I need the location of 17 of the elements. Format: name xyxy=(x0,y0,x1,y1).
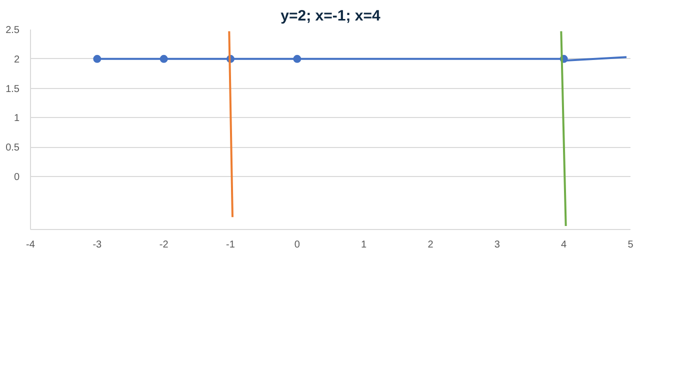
x-tick-label: 2 xyxy=(428,240,434,250)
y-tick-label: 0 xyxy=(14,172,20,184)
x-tick-label: 5 xyxy=(628,240,634,250)
x-tick-label: 1 xyxy=(361,240,368,250)
y-tick-label: 2.5 xyxy=(6,25,20,36)
chart-title: y=2; x=-1; x=4 xyxy=(280,8,381,24)
x-tick-label: 4 xyxy=(561,240,568,250)
y-tick-label: 2 xyxy=(14,54,20,66)
x-tick-label: 0 xyxy=(294,240,300,250)
y-tick-label: 0.5 xyxy=(6,142,20,154)
x-tick-label: -1 xyxy=(226,240,236,250)
x-tick-label: -2 xyxy=(159,240,169,250)
x-tick-label: -4 xyxy=(26,240,36,250)
x-tick-label: -3 xyxy=(92,240,102,250)
y-tick-label: 1 xyxy=(14,113,20,124)
y-tick-label: 1.5 xyxy=(6,84,20,95)
x-tick-label: 3 xyxy=(494,240,500,250)
